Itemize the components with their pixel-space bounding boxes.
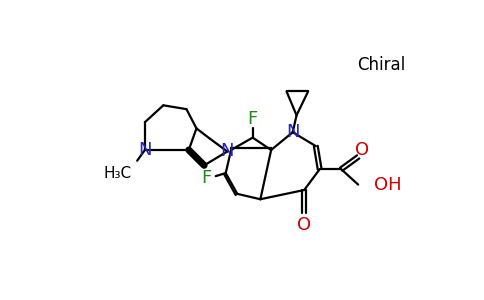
Text: N: N (221, 142, 234, 160)
Text: O: O (297, 216, 311, 234)
Text: Chiral: Chiral (357, 56, 406, 74)
Text: F: F (201, 169, 212, 188)
Text: OH: OH (374, 176, 401, 194)
Text: N: N (286, 123, 300, 141)
Text: F: F (247, 110, 258, 128)
Text: H₃C: H₃C (103, 166, 131, 181)
Text: N: N (138, 141, 151, 159)
Text: O: O (355, 141, 369, 159)
